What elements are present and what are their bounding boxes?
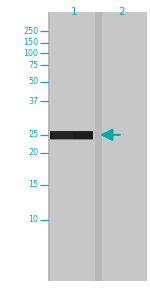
- Bar: [51, 133, 93, 140]
- Bar: [51, 133, 93, 139]
- Bar: [102, 12, 147, 281]
- Text: 1: 1: [71, 7, 78, 17]
- Bar: [51, 132, 93, 139]
- Bar: [51, 132, 93, 139]
- Text: 25: 25: [28, 130, 39, 139]
- Text: 250: 250: [23, 27, 39, 36]
- Text: 15: 15: [28, 180, 39, 190]
- Text: 150: 150: [23, 38, 39, 47]
- Text: 10: 10: [29, 215, 39, 224]
- Text: 75: 75: [28, 61, 39, 70]
- Bar: [50, 12, 95, 281]
- Bar: [51, 132, 93, 139]
- Bar: [51, 133, 93, 140]
- Text: 50: 50: [28, 77, 39, 86]
- Text: 37: 37: [28, 97, 39, 106]
- Text: 20: 20: [28, 149, 39, 157]
- Bar: [51, 133, 93, 140]
- Text: 2: 2: [118, 7, 124, 17]
- Text: 100: 100: [24, 49, 39, 58]
- Bar: [53, 131, 72, 139]
- Bar: [48, 12, 147, 281]
- Bar: [51, 132, 93, 139]
- Bar: [51, 131, 93, 139]
